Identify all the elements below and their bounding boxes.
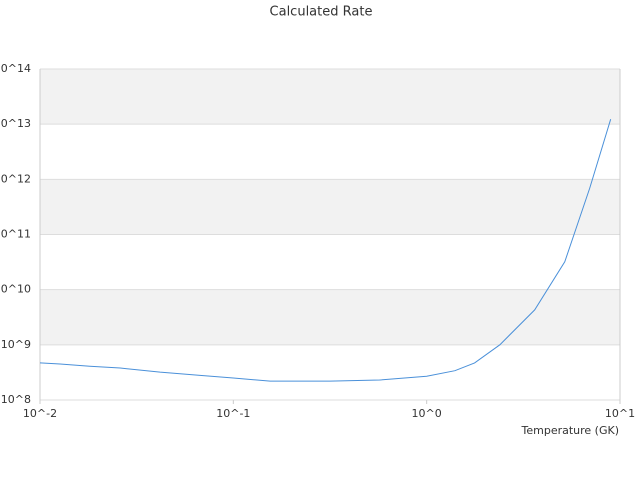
grid-band — [40, 289, 620, 345]
y-tick-label: 10^13 — [0, 117, 31, 130]
x-axis-label: Temperature (GK) — [521, 424, 620, 437]
x-tick-label: 10^-2 — [23, 407, 57, 420]
chart-title: Calculated Rate — [270, 5, 373, 20]
y-tick-label: 10^12 — [0, 172, 31, 185]
x-tick-label: 10^-1 — [216, 407, 250, 420]
data-line — [39, 119, 612, 382]
x-tick-label: 10^1 — [605, 407, 635, 420]
y-tick-label: 10^9 — [1, 338, 31, 351]
y-tick-label: 10^14 — [0, 62, 31, 75]
grid-band — [40, 69, 620, 125]
grid-band — [40, 179, 620, 235]
y-tick-label: 10^8 — [1, 393, 31, 406]
x-tick-label: 10^0 — [412, 407, 442, 420]
y-tick-label: 10^10 — [0, 283, 31, 296]
y-tick-label: 10^11 — [0, 228, 31, 241]
